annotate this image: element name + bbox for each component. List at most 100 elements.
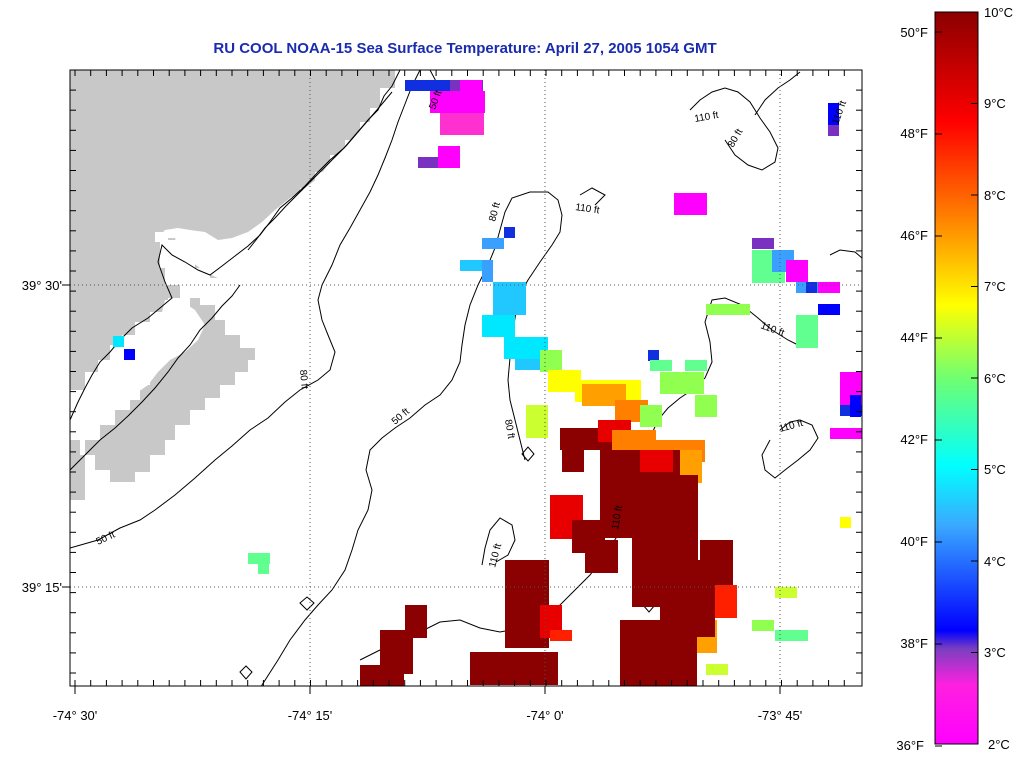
- sst-pixel: [640, 405, 651, 416]
- sst-pixel: [632, 596, 643, 607]
- sst-pixel: [527, 637, 538, 648]
- sst-pixel: [474, 102, 485, 113]
- sst-pixel: [654, 508, 665, 519]
- sst-pixel: [643, 519, 654, 530]
- land-south: [70, 298, 255, 500]
- cb-f-46: 46°F: [900, 228, 928, 243]
- sst-pixel: [728, 304, 739, 315]
- sst-pixel: [682, 383, 693, 394]
- sst-pixel: [676, 508, 687, 519]
- sst-pixel: [660, 571, 671, 582]
- sst-pixel: [537, 427, 548, 438]
- sst-pixel: [642, 664, 653, 675]
- sst-pixel: [600, 516, 611, 527]
- sst-pixel: [726, 596, 737, 607]
- sst-pixel: [582, 395, 593, 406]
- sst-pixel: [416, 627, 427, 638]
- sst-pixel: [623, 430, 634, 441]
- sst-pixel: [503, 663, 514, 674]
- sst-pixel: [470, 652, 481, 663]
- sst-pixel: [572, 531, 583, 542]
- sst-pixel: [642, 653, 653, 664]
- feature-diamond-2: [239, 665, 253, 680]
- sst-pixel: [682, 372, 693, 383]
- sst-pixel: [807, 326, 818, 337]
- sst-pixel: [259, 553, 270, 564]
- sst-pixel: [482, 326, 493, 337]
- sst-pixel: [585, 551, 596, 562]
- sst-pixel: [806, 282, 817, 293]
- sst-pixel: [550, 495, 561, 506]
- sst-pixel: [633, 461, 644, 472]
- sst-pixel: [596, 551, 607, 562]
- sst-pixel: [582, 439, 593, 450]
- sst-pixel: [405, 616, 416, 627]
- sst-pixel: [505, 615, 516, 626]
- sst-pixel: [752, 272, 763, 283]
- sst-pixel: [600, 483, 611, 494]
- sst-pixel: [828, 125, 839, 136]
- sst-pixel: [615, 411, 626, 422]
- sst-pixel: [441, 91, 452, 102]
- sst-pixel: [474, 91, 485, 102]
- sst-pixel: [840, 394, 851, 405]
- sst-pixel: [596, 540, 607, 551]
- sst-pixel: [807, 337, 818, 348]
- sst-pixel: [634, 441, 645, 452]
- sst-pixel: [643, 585, 654, 596]
- sst-pixel: [380, 663, 391, 674]
- sst-pixel: [611, 461, 622, 472]
- contour-label-13: 50 ft: [95, 529, 117, 547]
- sst-pixel: [393, 676, 404, 686]
- sst-pixel: [695, 395, 706, 406]
- sst-pixel: [752, 620, 763, 631]
- sst-pixel: [548, 381, 559, 392]
- sst-pixel: [715, 585, 726, 596]
- sst-pixel: [797, 630, 808, 641]
- sst-pixel: [682, 582, 693, 593]
- cb-f-50: 50°F: [900, 25, 928, 40]
- contour-label-11: 110 ft: [610, 504, 625, 530]
- sst-pixel: [551, 350, 562, 361]
- sst-pixel: [685, 204, 696, 215]
- sst-pixel: [786, 271, 797, 282]
- sst-pixel: [452, 91, 463, 102]
- sst-pixel: [391, 652, 402, 663]
- sst-pixel: [527, 582, 538, 593]
- sst-pixel: [492, 652, 503, 663]
- sst-pixel: [687, 486, 698, 497]
- sst-pixel: [515, 359, 526, 370]
- sst-pixel: [516, 582, 527, 593]
- sst-pixel: [471, 260, 482, 271]
- sst-pixel: [643, 541, 654, 552]
- sst-pixel: [631, 620, 642, 631]
- contour-50ft-a: [70, 70, 421, 549]
- sst-pixel: [550, 506, 561, 517]
- sst-pixel: [851, 383, 862, 394]
- sst-pixel: [654, 530, 665, 541]
- sst-pixel: [473, 113, 484, 124]
- sst-pixel: [660, 604, 671, 615]
- sst-pixel: [550, 517, 561, 528]
- sst-pixel: [693, 560, 704, 571]
- sst-pixel: [633, 450, 644, 461]
- sst-pixel: [693, 604, 704, 615]
- sst-pixel: [504, 326, 515, 337]
- sst-pixel: [527, 571, 538, 582]
- lat-label-2: 39° 15': [22, 580, 62, 595]
- sst-pixel: [683, 440, 694, 451]
- sst-pixel: [473, 124, 484, 135]
- sst-pixel: [634, 430, 645, 441]
- sst-pixel: [706, 406, 717, 417]
- sst-pixel: [665, 497, 676, 508]
- sst-pixel: [722, 540, 733, 551]
- sst-pixel: [612, 441, 623, 452]
- sst-pixel: [612, 430, 623, 441]
- sst-pixel: [551, 361, 562, 372]
- sst-pixel: [611, 527, 622, 538]
- sst-pixel: [449, 146, 460, 157]
- sst-pixel: [665, 530, 676, 541]
- sst-pixel: [704, 571, 715, 582]
- lat-label-1: 39° 30': [22, 278, 62, 293]
